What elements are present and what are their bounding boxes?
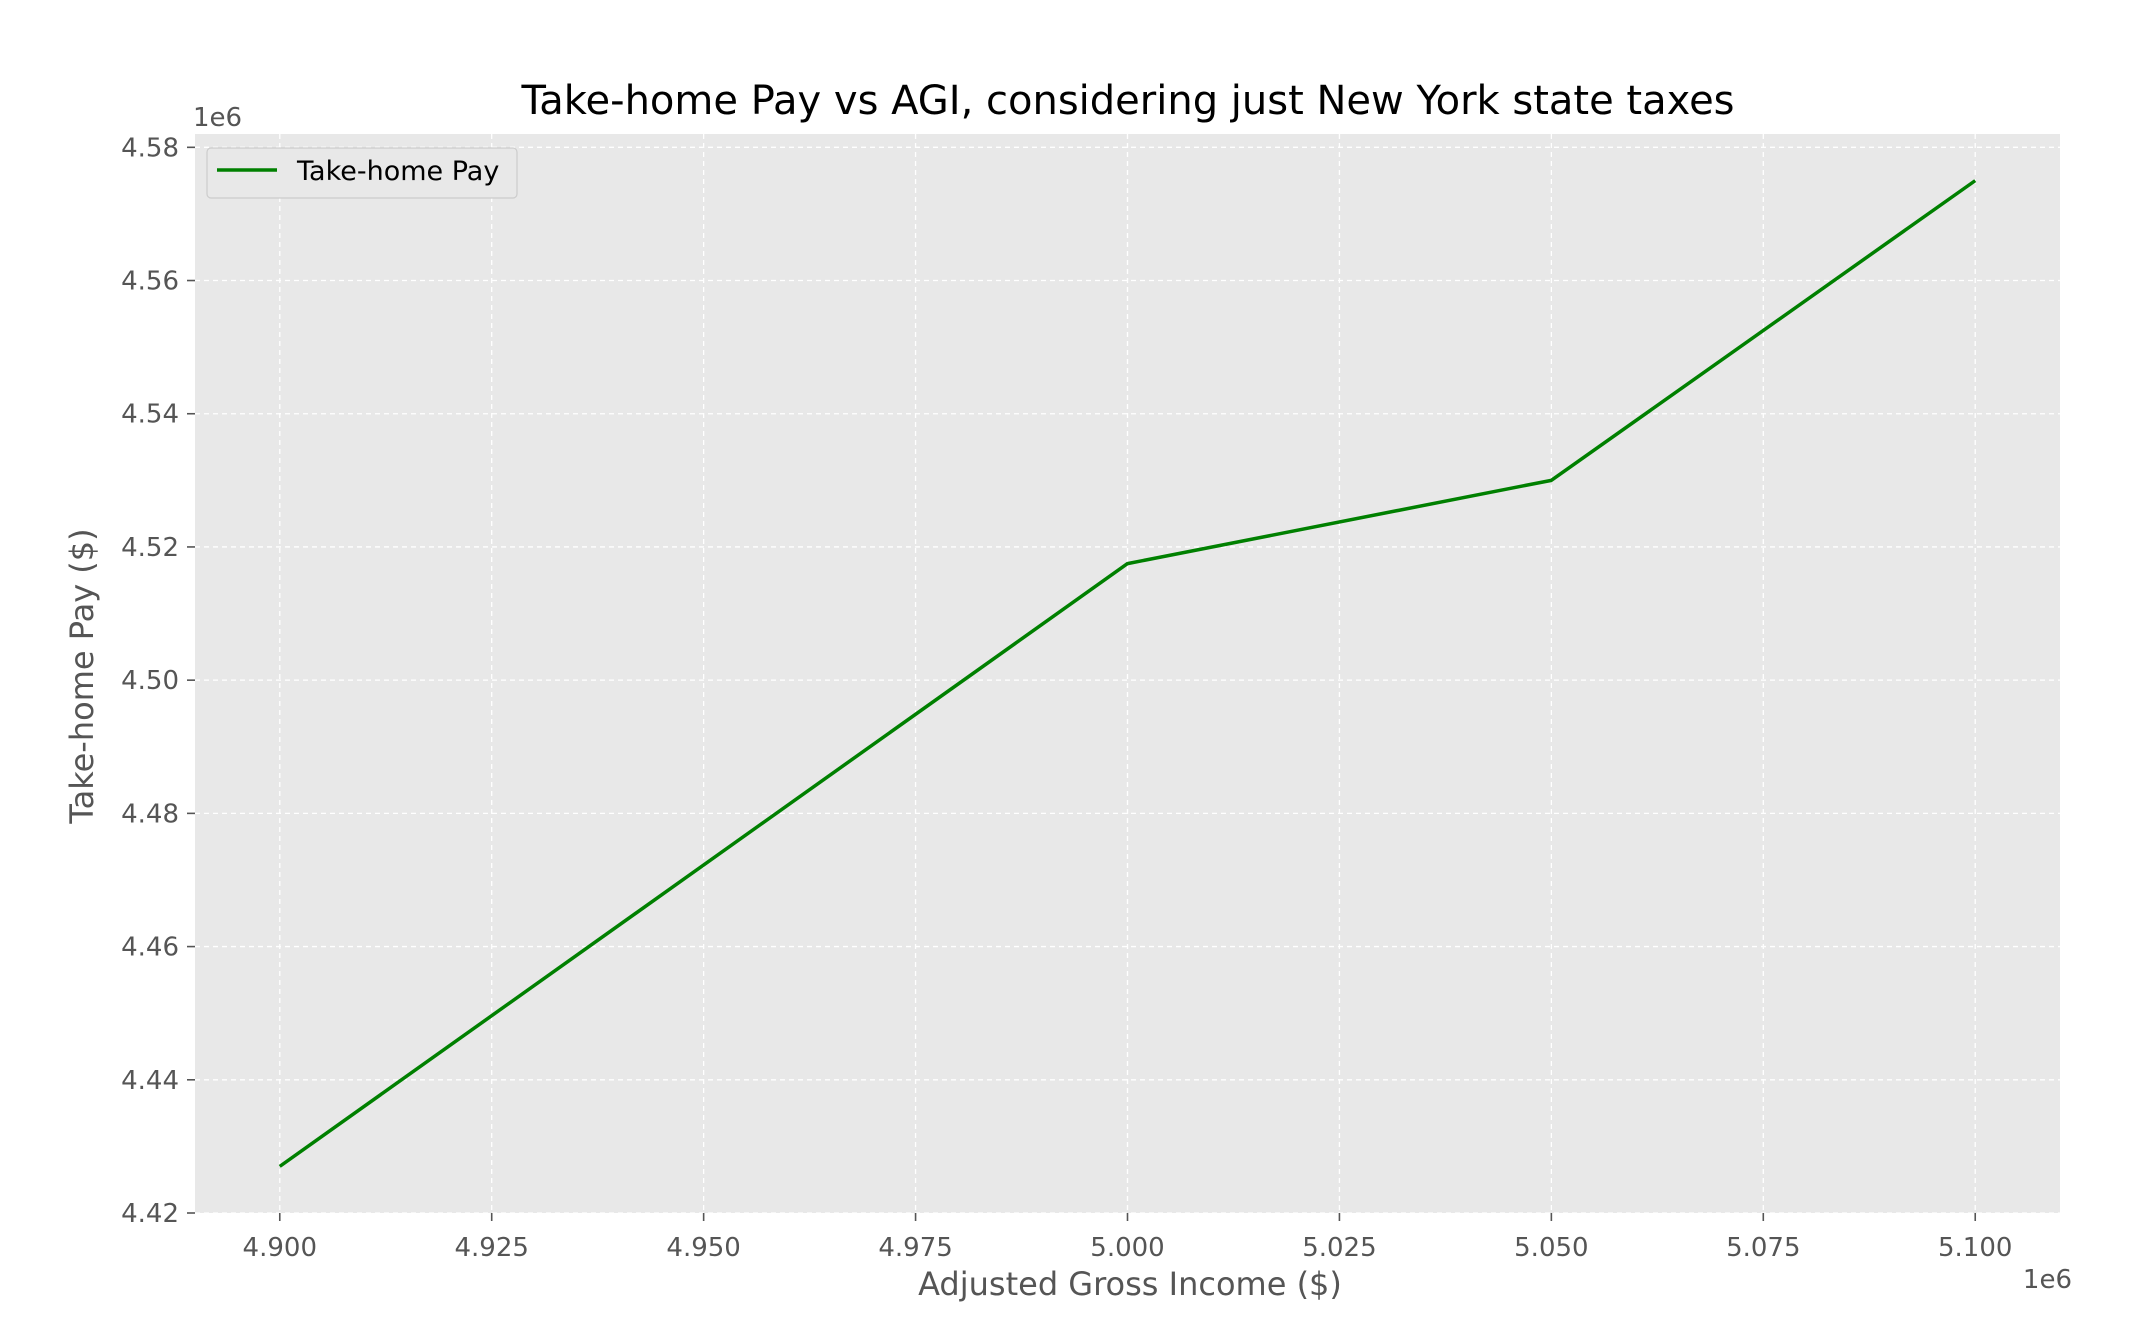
chart-title: Take-home Pay vs AGI, considering just N… xyxy=(520,78,1734,124)
y-tick-label: 4.52 xyxy=(121,533,179,563)
legend-label: Take-home Pay xyxy=(296,156,499,187)
y-tick-label: 4.58 xyxy=(121,133,179,163)
x-tick-label: 5.075 xyxy=(1726,1233,1800,1263)
x-axis-offset-label: 1e6 xyxy=(2023,1265,2072,1295)
y-axis-offset-label: 1e6 xyxy=(193,103,242,133)
y-axis: 4.42 4.44 4.46 4.48 4.50 4.52 4.54 4.56 4.58 xyxy=(121,133,195,1229)
series-line-take-home-pay xyxy=(278,179,1977,1168)
x-tick-label: 5.100 xyxy=(1938,1233,2012,1263)
y-axis-label: Take-home Pay ($) xyxy=(63,528,101,824)
y-tick-label: 4.46 xyxy=(121,933,179,963)
x-tick-label: 5.050 xyxy=(1514,1233,1588,1263)
y-tick-label: 4.44 xyxy=(121,1066,179,1096)
x-tick-label: 4.925 xyxy=(454,1233,528,1263)
grid xyxy=(195,134,2060,1214)
y-tick-label: 4.54 xyxy=(121,400,179,430)
y-tick-label: 4.48 xyxy=(121,799,179,829)
x-tick-label: 4.950 xyxy=(666,1233,740,1263)
plot-area xyxy=(195,134,2060,1213)
x-tick-label: 4.975 xyxy=(878,1233,952,1263)
x-tick-label: 4.900 xyxy=(243,1233,317,1263)
legend-box xyxy=(206,147,518,199)
y-tick-label: 4.42 xyxy=(121,1199,179,1229)
y-tick-label: 4.50 xyxy=(121,666,179,696)
series-layer xyxy=(278,179,1977,1168)
x-tick-label: 5.000 xyxy=(1090,1233,1164,1263)
y-tick-label: 4.56 xyxy=(121,267,179,297)
x-axis-label: Adjusted Gross Income ($) xyxy=(918,1265,1342,1303)
x-tick-label: 5.025 xyxy=(1302,1233,1376,1263)
legend: Take-home Pay xyxy=(206,147,518,199)
x-axis: 4.900 4.925 4.950 4.975 5.000 5.025 5.050 5.075… xyxy=(243,1213,2012,1263)
